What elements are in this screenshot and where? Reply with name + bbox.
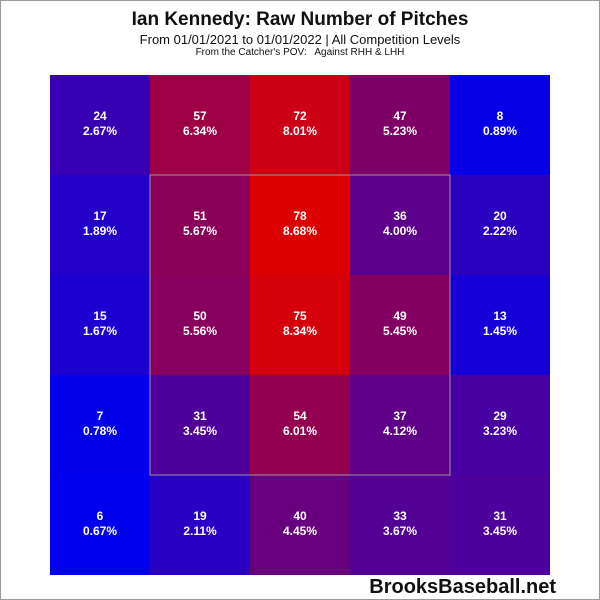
cell-count-label: 31 [493, 509, 507, 523]
heatmap-cell [450, 75, 550, 175]
cell-count-label: 51 [193, 209, 207, 223]
cell-count-label: 29 [493, 409, 507, 423]
chart-subtitle: From 01/01/2021 to 01/01/2022 | All Comp… [139, 32, 461, 47]
heatmap-cell [350, 175, 450, 275]
heatmap-cell [250, 475, 350, 575]
cell-percent-label: 3.45% [183, 424, 217, 438]
cell-count-label: 8 [497, 109, 504, 123]
cell-percent-label: 4.12% [383, 424, 417, 438]
strike-zone-outline [149, 174, 451, 476]
heatmap-cell [450, 175, 550, 275]
heatmap-cell [450, 475, 550, 575]
cell-percent-label: 4.00% [383, 224, 417, 238]
heatmap-cell [150, 275, 250, 375]
cell-percent-label: 1.67% [83, 324, 117, 338]
heatmap-cell [50, 275, 150, 375]
cell-count-label: 78 [293, 209, 307, 223]
cell-count-label: 6 [97, 509, 104, 523]
heatmap-cell [350, 75, 450, 175]
heatmap-cell [250, 275, 350, 375]
cell-count-label: 19 [193, 509, 207, 523]
heatmap-cell [350, 275, 450, 375]
cell-count-label: 40 [293, 509, 307, 523]
cell-count-label: 15 [93, 309, 107, 323]
cell-count-label: 49 [393, 309, 407, 323]
cell-percent-label: 3.45% [483, 524, 517, 538]
chart-title: Ian Kennedy: Raw Number of Pitches [131, 9, 469, 30]
cell-count-label: 17 [93, 209, 107, 223]
cell-percent-label: 5.56% [183, 324, 217, 338]
cell-count-label: 20 [493, 209, 507, 223]
cell-percent-label: 5.67% [183, 224, 217, 238]
cell-percent-label: 8.01% [283, 124, 317, 138]
cell-percent-label: 2.67% [83, 124, 117, 138]
cell-percent-label: 3.67% [383, 524, 417, 538]
heatmap-cell [150, 475, 250, 575]
cell-percent-label: 5.45% [383, 324, 417, 338]
cell-count-label: 75 [293, 309, 307, 323]
heatmap-cell [350, 475, 450, 575]
cell-count-label: 33 [393, 509, 407, 523]
heatmap-cell [250, 175, 350, 275]
cell-percent-label: 1.45% [483, 324, 517, 338]
chart-subtitle-pov: From the Catcher's POV: Against RHH & LH… [195, 47, 405, 58]
cell-count-label: 13 [493, 309, 507, 323]
cell-percent-label: 4.45% [283, 524, 317, 538]
cell-count-label: 72 [293, 109, 307, 123]
cell-percent-label: 0.67% [83, 524, 117, 538]
cell-count-label: 7 [97, 409, 104, 423]
heatmap-cell [250, 375, 350, 475]
heatmap-cell [350, 375, 450, 475]
heatmap-cell [50, 75, 150, 175]
cell-count-label: 31 [193, 409, 207, 423]
cell-percent-label: 8.68% [283, 224, 317, 238]
heatmap-cell [150, 175, 250, 275]
cell-count-label: 57 [193, 109, 207, 123]
cell-count-label: 24 [93, 109, 107, 123]
cell-percent-label: 6.01% [283, 424, 317, 438]
cell-percent-label: 5.23% [383, 124, 417, 138]
heatmap-cell [150, 75, 250, 175]
heatmap-cell [450, 375, 550, 475]
brand-watermark: BrooksBaseball.net [369, 576, 556, 598]
heatmap-cell [50, 475, 150, 575]
cell-percent-label: 0.78% [83, 424, 117, 438]
cell-count-label: 54 [293, 409, 307, 423]
cell-percent-label: 0.89% [483, 124, 517, 138]
cell-percent-label: 2.11% [183, 524, 217, 538]
cell-count-label: 47 [393, 109, 407, 123]
cell-count-label: 50 [193, 309, 207, 323]
heatmap-cell [250, 75, 350, 175]
cell-percent-label: 6.34% [183, 124, 217, 138]
heatmap-cell [50, 375, 150, 475]
cell-percent-label: 2.22% [483, 224, 517, 238]
heatmap-cell [50, 175, 150, 275]
cell-percent-label: 1.89% [83, 224, 117, 238]
cell-percent-label: 8.34% [283, 324, 317, 338]
heatmap-cell [150, 375, 250, 475]
heatmap-cell [450, 275, 550, 375]
cell-percent-label: 3.23% [483, 424, 517, 438]
cell-count-label: 37 [393, 409, 407, 423]
cell-count-label: 36 [393, 209, 407, 223]
